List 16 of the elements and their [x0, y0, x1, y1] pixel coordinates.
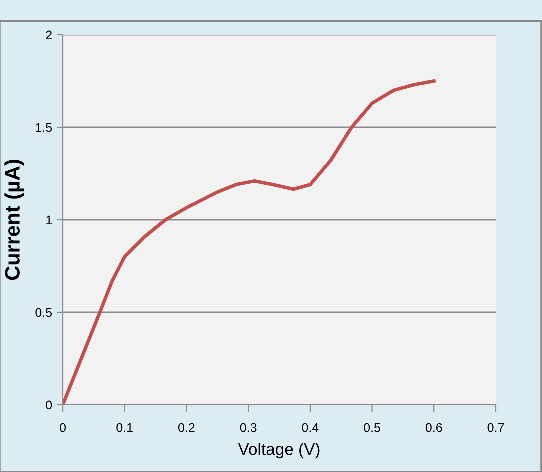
x-tick-label: 0.2	[178, 423, 195, 432]
y-axis-title: Current (µA)	[4, 160, 24, 280]
y-tick-label: 1	[46, 216, 52, 225]
x-tick-label: 0.7	[488, 423, 504, 432]
line-series	[63, 80, 436, 405]
y-tick-label: 0	[46, 400, 52, 410]
x-axis-title: Voltage (V)	[238, 443, 320, 459]
x-tick-label: 0.1	[116, 423, 133, 432]
x-tick-label: 0.6	[426, 423, 442, 432]
y-tick-label: 1.5	[36, 123, 52, 132]
x-tick-label: 0.3	[240, 423, 257, 432]
x-tick-label: 0.5	[364, 423, 380, 432]
x-tick-label: 0	[60, 423, 66, 432]
y-tick-label: 0.5	[36, 308, 52, 318]
y-tick-label: 2	[46, 30, 52, 40]
x-tick-label: 0.4	[302, 423, 319, 432]
